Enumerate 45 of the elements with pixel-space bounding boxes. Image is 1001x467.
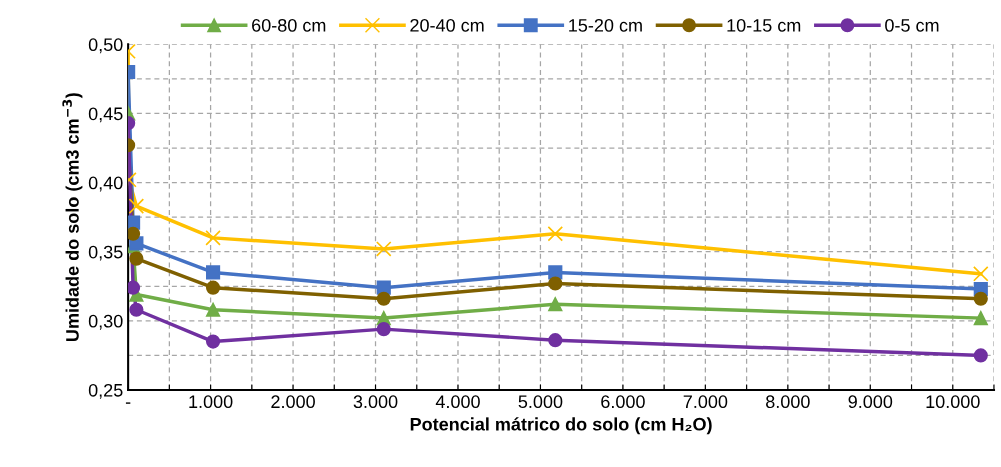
- legend-label: 15-20 cm: [569, 18, 642, 32]
- point: [973, 266, 989, 282]
- point: [205, 230, 221, 246]
- y-tick-label: 0,30: [88, 314, 123, 330]
- x-tick-label: -: [125, 402, 131, 404]
- y-tick-label: 0,40: [88, 176, 123, 192]
- point: [129, 251, 144, 266]
- y-tick-label: 0,25: [88, 383, 123, 399]
- point: [205, 280, 221, 295]
- legend-label: 10-15 cm: [727, 18, 801, 32]
- point: [129, 302, 144, 317]
- legend-label: 60-80 cm: [252, 18, 326, 32]
- point: [973, 310, 988, 326]
- y-tick-label: 0,35: [88, 245, 123, 261]
- point: [205, 265, 221, 280]
- point: [376, 291, 391, 306]
- legend-label: 20-40 cm: [410, 18, 484, 32]
- point: [548, 297, 563, 312]
- x-tick-label: 3.000: [353, 395, 398, 409]
- x-axis-title: Potencial mátrico do solo (cm H₂O): [410, 417, 712, 435]
- point: [128, 198, 145, 214]
- legend-label: 0-5 cm: [885, 18, 939, 32]
- y-tick-label: 0,50: [88, 38, 123, 54]
- point: [376, 322, 391, 337]
- x-tick-label: 8.000: [766, 395, 810, 409]
- y-tick-label: 0,45: [88, 107, 123, 123]
- point: [128, 226, 141, 241]
- x-tick-label: 1.000: [189, 395, 233, 409]
- point: [548, 333, 563, 348]
- point: [548, 276, 563, 291]
- point: [205, 334, 221, 349]
- point: [547, 225, 564, 242]
- x-tick-label: 2.000: [271, 395, 315, 409]
- point: [205, 302, 221, 317]
- x-tick-label: 6.000: [601, 395, 645, 409]
- point: [375, 241, 392, 257]
- point: [973, 348, 988, 363]
- x-tick-label: 5.000: [518, 395, 563, 409]
- x-tick-label: 4.000: [435, 395, 480, 409]
- x-tick-label: 10.000: [926, 395, 980, 409]
- y-axis-title: Umidade do solo (cm3 cm$^{−3}$): [62, 93, 83, 342]
- x-tick-label: 9.000: [848, 395, 893, 409]
- point: [973, 291, 988, 306]
- x-tick-label: 7.000: [683, 395, 728, 409]
- point: [128, 280, 141, 295]
